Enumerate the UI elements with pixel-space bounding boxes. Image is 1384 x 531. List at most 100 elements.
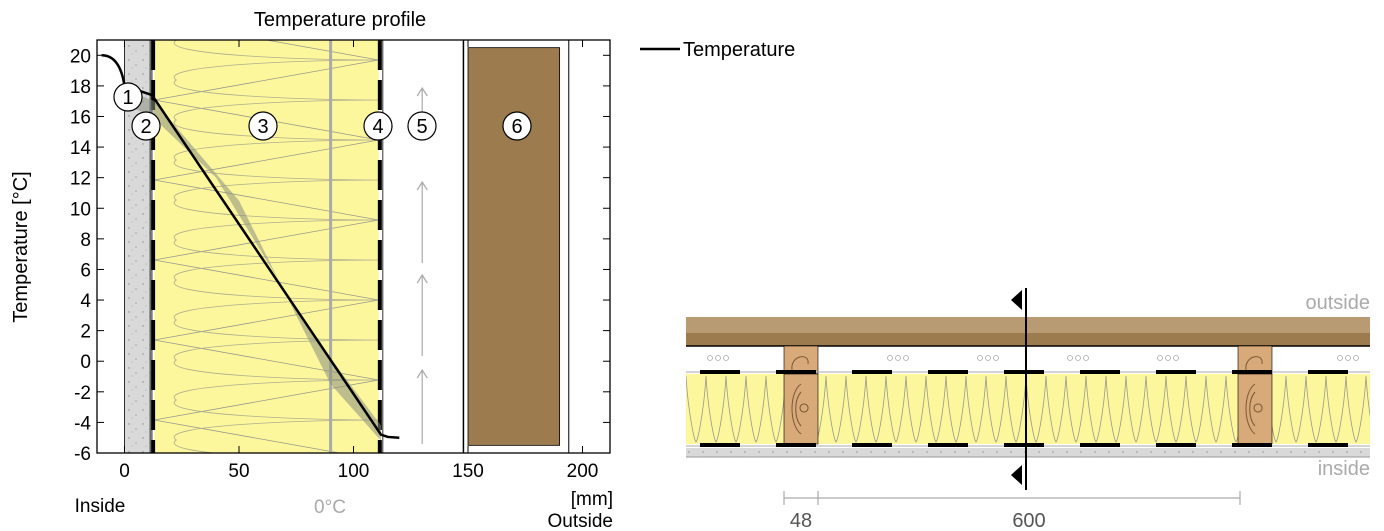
layer-marker-label: 4 — [372, 116, 383, 138]
section-cut-arrow-top — [1011, 290, 1022, 310]
x-tick-label: 200 — [567, 461, 599, 482]
membrane-dash — [700, 370, 740, 374]
y-tick-label: 14 — [70, 138, 92, 159]
stud — [783, 373, 819, 445]
membrane-dash — [1308, 443, 1348, 447]
section-cut-arrow-bottom — [1011, 465, 1022, 485]
membrane-dash — [1080, 370, 1120, 374]
vent-circle — [887, 355, 893, 361]
section-insulation-loops — [686, 375, 1370, 443]
layer-marker-circle — [131, 111, 161, 141]
layer-marker-label: 6 — [511, 116, 522, 138]
y-tick-label: 20 — [70, 46, 91, 67]
vent-circle — [1353, 355, 1359, 361]
layer-marker-5: 5 — [407, 111, 437, 141]
interior-plaster — [686, 448, 1370, 457]
membrane-dash — [1080, 443, 1120, 447]
legend: Temperature — [640, 39, 795, 61]
membrane-dash — [776, 370, 816, 374]
membrane-dash — [928, 370, 968, 374]
vent-circle — [1165, 355, 1171, 361]
y-tick-label: 6 — [80, 260, 91, 281]
temperature-profile-chart: Temperature profile 12 3 4 5 6 2018161412108… — [10, 9, 795, 531]
temperature-series-line — [101, 54, 400, 439]
stud-grain — [791, 383, 809, 435]
y-tick-label: 4 — [80, 291, 91, 312]
batten — [1237, 345, 1273, 375]
dimension-stud-spacing: 600 — [1012, 510, 1045, 531]
stud — [1237, 373, 1273, 445]
vent-circle — [1083, 355, 1089, 361]
y-tick-label: 16 — [70, 107, 91, 128]
wall-section-plan: outside inside 48 600 — [686, 288, 1371, 531]
layer-marker-label: 2 — [140, 116, 151, 138]
ventilation-gap-marks — [707, 355, 1359, 361]
layer-number-markers: 1 2 3 4 5 6 — [113, 82, 532, 141]
layer-marker-circle — [113, 82, 143, 112]
layer-6 — [467, 47, 561, 446]
layer-marker-circle — [363, 111, 393, 141]
membrane-dash — [1308, 370, 1348, 374]
section-outside-label: outside — [1306, 292, 1371, 314]
temperature-uncertainty-band — [124, 88, 381, 441]
membrane-dashes — [700, 370, 1348, 447]
layer-marker-1: 1 — [113, 82, 143, 112]
membrane-dash — [1004, 370, 1044, 374]
membrane-dash — [1232, 370, 1272, 374]
x-axis-unit: [mm] — [571, 489, 613, 510]
airflow-arrow-head — [416, 86, 428, 97]
airflow-arrow-head — [416, 368, 428, 379]
vent-circle — [1157, 355, 1163, 361]
vent-circle — [723, 355, 729, 361]
insulation-loops — [173, 40, 379, 453]
membrane-dash — [1004, 443, 1044, 447]
cladding-board-highlight — [686, 317, 1370, 333]
vent-circle — [1345, 355, 1351, 361]
vent-circle — [903, 355, 909, 361]
dimension-line — [783, 491, 1241, 505]
membrane-dash — [1232, 443, 1272, 447]
zero-degree-label: 0°C — [314, 497, 346, 518]
y-tick-label: 2 — [80, 322, 91, 343]
section-inside-label: inside — [1318, 458, 1370, 480]
layer-marker-6: 6 — [502, 111, 532, 141]
layer-marker-label: 5 — [416, 116, 427, 138]
airflow-arrow-head — [416, 273, 428, 284]
layer-marker-circle — [502, 111, 532, 141]
vent-circle — [1173, 355, 1179, 361]
layer-marker-circle — [248, 111, 278, 141]
x-axis: 0 50 100 150 200 — [119, 40, 598, 482]
y-tick-label: 8 — [80, 230, 91, 251]
layer-marker-2: 2 — [131, 111, 161, 141]
membrane-dash — [700, 443, 740, 447]
vent-circle — [895, 355, 901, 361]
timber-studs — [783, 373, 1273, 445]
vent-circle — [977, 355, 983, 361]
section-insulation-pattern — [686, 375, 1370, 443]
x-tick-label: 150 — [452, 461, 484, 482]
batten-grain — [791, 356, 809, 371]
vent-circle — [985, 355, 991, 361]
y-tick-label: 10 — [70, 199, 91, 220]
x-tick-label: 100 — [338, 461, 370, 482]
batten-grain — [1245, 356, 1263, 371]
x-tick-label: 0 — [119, 461, 130, 482]
layer-marker-label: 3 — [257, 116, 268, 138]
battens — [783, 345, 1273, 375]
membrane-dash — [1156, 443, 1196, 447]
y-tick-label: -4 — [74, 413, 91, 434]
membrane-dash — [852, 443, 892, 447]
membrane-dash — [776, 443, 816, 447]
vent-circle — [993, 355, 999, 361]
vent-circle — [707, 355, 713, 361]
y-tick-label: -2 — [74, 383, 91, 404]
stud-grain — [1245, 383, 1263, 435]
y-tick-label: -6 — [74, 444, 91, 465]
x-tick-label: 50 — [228, 461, 249, 482]
outside-label: Outside — [548, 511, 613, 531]
batten — [783, 345, 819, 375]
y-tick-label: 12 — [70, 169, 91, 190]
membrane-dash — [928, 443, 968, 447]
